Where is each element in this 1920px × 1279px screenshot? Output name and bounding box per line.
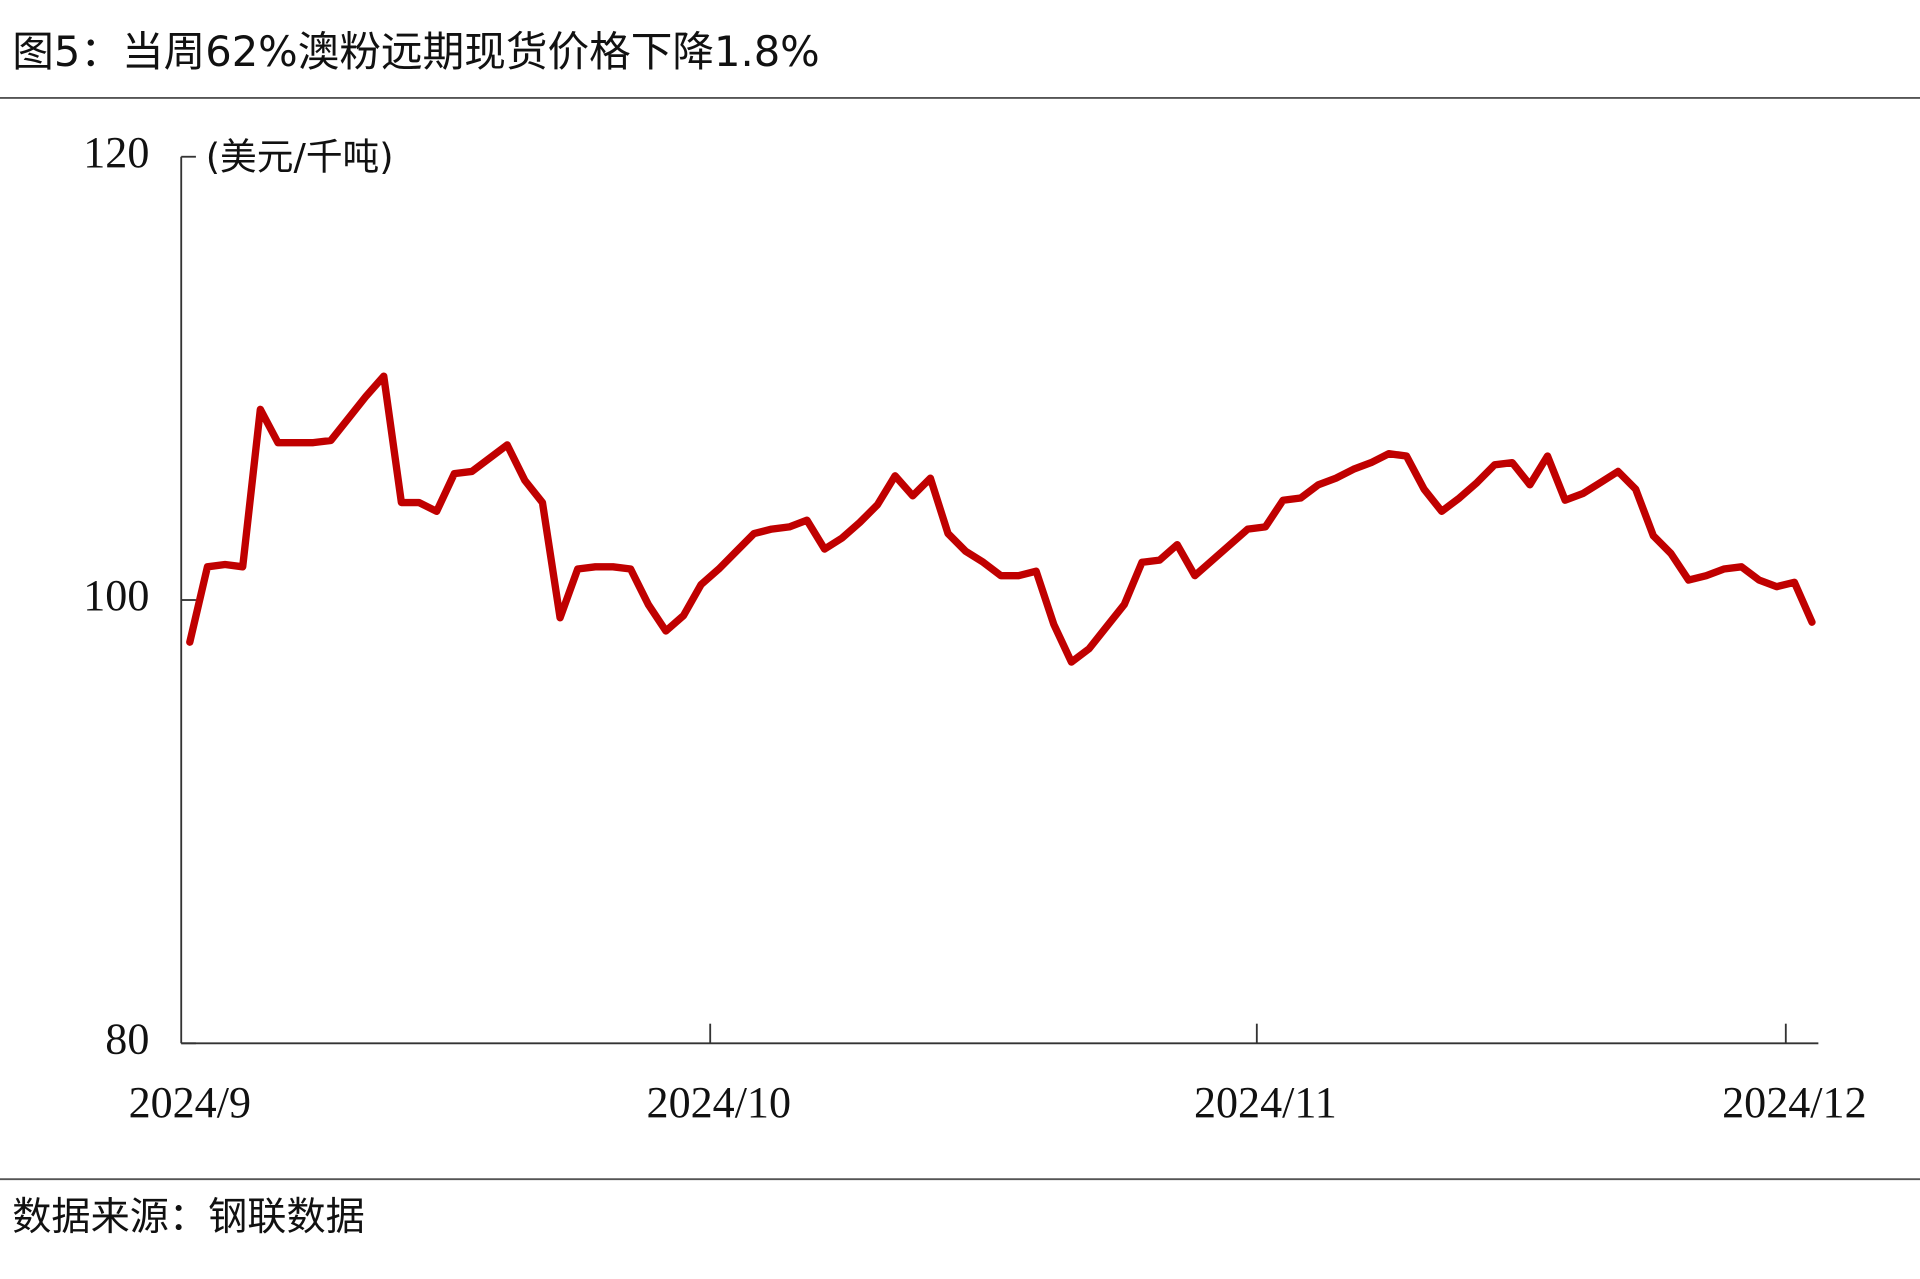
- x-tick-label: 2024/12: [1722, 1078, 1866, 1127]
- source-note: 数据来源：钢联数据: [12, 1195, 365, 1240]
- y-tick-label: 120: [83, 128, 149, 177]
- y-tick-label: 100: [83, 571, 149, 620]
- figure-title: 图5：当周62%澳粉远期现货价格下降1.8%: [12, 27, 820, 76]
- x-tick-label: 2024/9: [129, 1078, 251, 1127]
- y-tick-label: 80: [105, 1014, 149, 1063]
- x-tick-label: 2024/11: [1194, 1078, 1337, 1127]
- y-axis-label: (美元/千吨): [206, 136, 394, 179]
- x-tick-label: 2024/10: [647, 1078, 791, 1127]
- price-line: [186, 372, 1816, 666]
